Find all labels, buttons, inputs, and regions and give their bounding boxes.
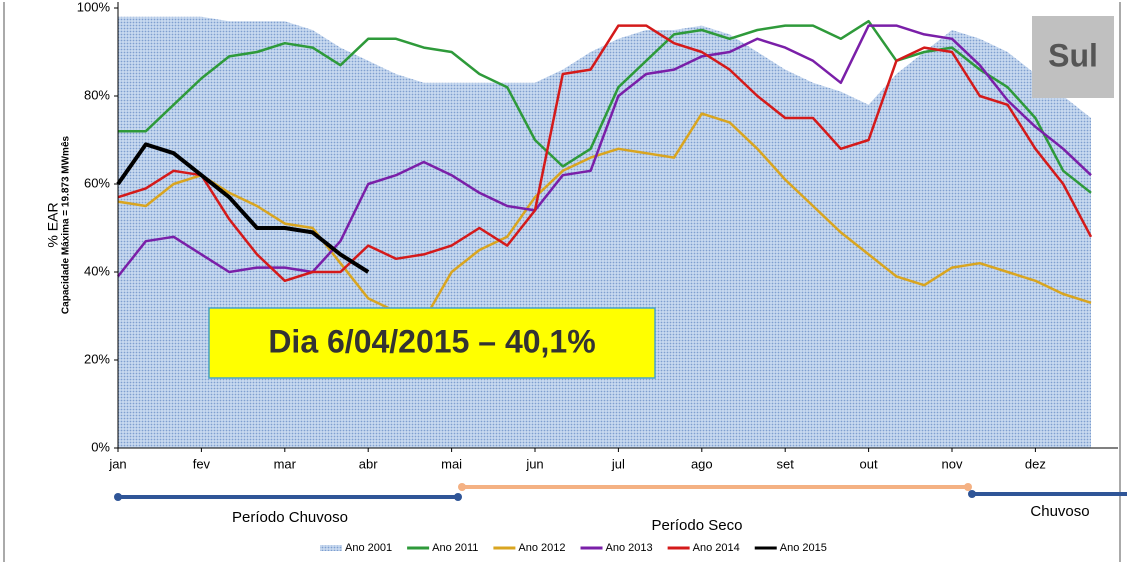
x-tick-label: abr xyxy=(359,456,378,471)
plot-area xyxy=(116,16,1093,449)
x-tick-label: ago xyxy=(691,456,713,471)
x-tick-label: jun xyxy=(525,456,543,471)
x-tick-label: fev xyxy=(193,456,211,471)
x-tick-label: out xyxy=(860,456,878,471)
badge: Sul xyxy=(1048,37,1098,73)
period-end xyxy=(964,483,972,491)
legend-label: Ano 2001 xyxy=(345,542,392,554)
area xyxy=(118,16,1091,449)
period-label: Chuvoso xyxy=(1030,503,1089,520)
period-label: Período Chuvoso xyxy=(232,509,348,526)
y-label: % EAR xyxy=(45,202,61,247)
annotation: Dia 6/04/2015 – 40,1% xyxy=(268,323,595,359)
y-tick-label: 20% xyxy=(84,351,110,366)
legend-label: Ano 2011 xyxy=(432,542,478,554)
x-tick-label: mar xyxy=(274,456,297,471)
period-end xyxy=(454,493,462,501)
y-tick-label: 80% xyxy=(84,87,110,102)
y-tick-label: 60% xyxy=(84,175,110,190)
legend-label: Ano 2014 xyxy=(693,542,740,554)
line xyxy=(117,24,1093,283)
line xyxy=(116,142,370,274)
legend-label: Ano 2012 xyxy=(518,542,565,554)
line xyxy=(117,112,1092,322)
x-tick-label: nov xyxy=(942,456,963,471)
legend: Ano 2001 Ano 2011 Ano 2012 Ano 2013 Ano 2014… xyxy=(320,542,827,554)
x-tick-label: dez xyxy=(1025,456,1046,471)
x-tick-label: set xyxy=(777,456,795,471)
period-end xyxy=(968,490,976,498)
y-tick-label: 100% xyxy=(77,0,111,14)
y-tick-label: 40% xyxy=(84,263,110,278)
legend-swatch xyxy=(320,545,342,551)
legend-label: Ano 2013 xyxy=(606,542,653,554)
y-tick-label: 0% xyxy=(91,439,110,454)
x-tick-label: jul xyxy=(611,456,625,471)
period-end xyxy=(114,493,122,501)
badge-box xyxy=(1032,16,1114,98)
y-sublabel: Capacidade Máxima = 19.873 MWmês xyxy=(61,135,72,314)
x-tick-label: mai xyxy=(441,456,462,471)
x-tick-label: jan xyxy=(108,456,126,471)
annotation-box xyxy=(208,307,656,379)
period-end xyxy=(458,483,466,491)
legend-label: Ano 2015 xyxy=(780,542,827,554)
line xyxy=(117,24,1092,278)
line xyxy=(118,19,1092,194)
period-label: Período Seco xyxy=(652,517,743,534)
